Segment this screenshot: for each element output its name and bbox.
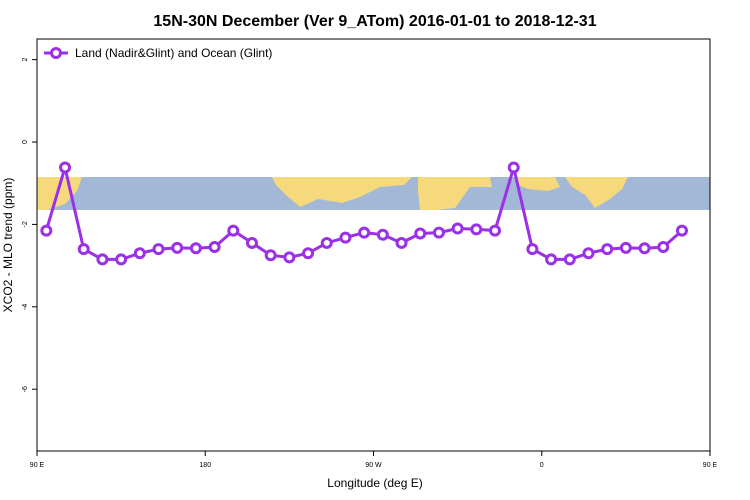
- data-point: [451, 222, 464, 235]
- data-point: [470, 223, 483, 236]
- data-point: [115, 253, 128, 266]
- data-point: [376, 228, 389, 241]
- data-point: [432, 226, 445, 239]
- data-point: [59, 161, 72, 174]
- data-point: [358, 226, 371, 239]
- y-tick-label-1: 0: [22, 140, 29, 144]
- data-point: [489, 224, 502, 237]
- data-point: [189, 242, 202, 255]
- data-point: [283, 251, 296, 264]
- data-point: [320, 236, 333, 249]
- x-tick-label-3: 0: [540, 462, 544, 469]
- map-band: [37, 177, 710, 210]
- map-land-3: [515, 177, 560, 192]
- data-point: [171, 241, 184, 254]
- chart-title: 15N-30N December (Ver 9_ATom) 2016-01-01…: [153, 13, 596, 30]
- map-land-2: [418, 177, 492, 210]
- data-point: [563, 253, 576, 266]
- legend-label: Land (Nadir&Glint) and Ocean (Glint): [75, 46, 272, 60]
- data-point: [545, 253, 558, 266]
- data-point: [339, 231, 352, 244]
- data-point: [96, 253, 109, 266]
- data-point: [152, 243, 165, 256]
- data-point: [657, 241, 670, 254]
- data-point: [582, 247, 595, 260]
- x-axis-label: Longitude (deg E): [327, 476, 422, 490]
- y-tick-label-2: -2: [22, 221, 29, 227]
- data-point: [675, 224, 688, 237]
- data-point: [507, 161, 520, 174]
- data-point: [77, 243, 90, 256]
- y-axis: 2 0 -2 -4 -6: [22, 58, 37, 392]
- data-point: [395, 236, 408, 249]
- data-point: [264, 249, 277, 262]
- data-point: [638, 242, 651, 255]
- data-point: [227, 224, 240, 237]
- legend: Land (Nadir&Glint) and Ocean (Glint): [44, 46, 272, 60]
- data-point: [601, 243, 614, 256]
- data-point: [208, 241, 221, 254]
- series-layer: [40, 161, 688, 266]
- x-tick-label-1: 180: [199, 462, 211, 469]
- data-point: [526, 243, 539, 256]
- data-point: [619, 241, 632, 254]
- x-tick-label-4: 90 E: [703, 462, 718, 469]
- data-point: [302, 247, 315, 260]
- y-tick-label-0: 2: [22, 58, 29, 62]
- data-point: [414, 227, 427, 240]
- y-tick-label-3: -4: [22, 304, 29, 310]
- map-land-1: [272, 177, 412, 208]
- data-point: [245, 236, 258, 249]
- x-tick-label-0: 90 E: [30, 462, 45, 469]
- data-point: [133, 247, 146, 260]
- data-point: [40, 224, 53, 237]
- y-axis-label: XCO2 - MLO trend (ppm): [1, 178, 15, 313]
- legend-marker: [50, 47, 62, 59]
- map-land-4: [565, 177, 628, 208]
- y-tick-label-4: -6: [22, 386, 29, 392]
- map-land-0: [37, 177, 82, 210]
- x-tick-label-2: 90 W: [365, 462, 382, 469]
- x-axis: 90 E 180 90 W 0 90 E: [30, 451, 718, 469]
